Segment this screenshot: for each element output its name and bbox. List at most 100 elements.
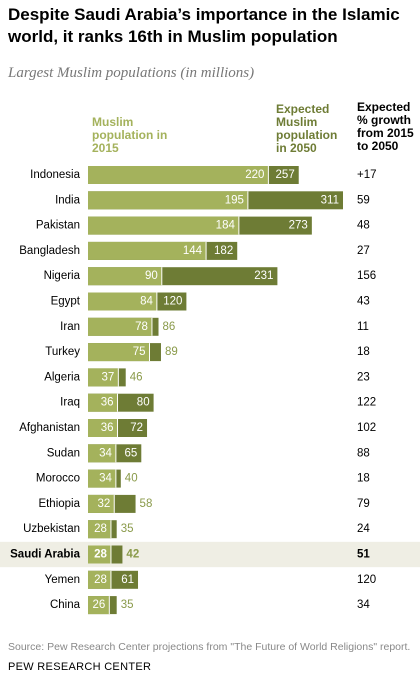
value-label: 86 — [163, 321, 176, 333]
category-label: Turkey — [45, 346, 80, 358]
value-label: 80 — [137, 397, 150, 409]
bar — [88, 545, 111, 564]
growth-label: 156 — [357, 270, 376, 282]
bar — [88, 368, 119, 387]
category-label: Uzbekistan — [23, 523, 80, 535]
value-label: 37 — [102, 371, 115, 383]
value-label: 89 — [165, 346, 178, 358]
footer: PEW RESEARCH CENTER — [8, 661, 152, 673]
category-label: Nigeria — [44, 270, 81, 282]
value-label: 35 — [121, 523, 134, 535]
value-label: 61 — [121, 574, 134, 586]
highlight-band — [0, 541, 420, 568]
value-label: 34 — [99, 447, 112, 459]
bar — [88, 393, 118, 412]
category-label: India — [55, 194, 81, 206]
bar — [88, 343, 150, 362]
value-label: 184 — [216, 220, 236, 232]
bar — [88, 494, 115, 513]
bar — [88, 191, 248, 210]
value-label: 144 — [183, 245, 203, 257]
growth-label: 59 — [357, 194, 370, 206]
value-label: 311 — [321, 194, 339, 206]
subtitle: Largest Muslim populations (in millions) — [8, 65, 255, 81]
value-label: 78 — [135, 321, 148, 333]
bar — [88, 267, 162, 286]
bar — [88, 596, 110, 615]
category-label: Egypt — [51, 296, 81, 308]
value-label: 28 — [94, 574, 107, 586]
bar — [88, 570, 111, 589]
value-label: 58 — [140, 498, 153, 510]
growth-label: 11 — [357, 321, 369, 333]
value-label: 36 — [101, 422, 114, 434]
growth-label: 120 — [357, 574, 376, 586]
value-label: 36 — [101, 397, 114, 409]
value-label: 273 — [289, 220, 308, 232]
bar — [88, 292, 157, 311]
value-label: 40 — [125, 473, 138, 485]
legend-entry: Expected Muslim population in 2050 — [276, 102, 338, 155]
category-label: Pakistan — [36, 220, 80, 232]
bar — [88, 520, 111, 539]
category-label: Yemen — [45, 574, 80, 586]
growth-label: 27 — [357, 245, 370, 257]
category-label: Morocco — [36, 473, 80, 485]
value-label: 90 — [145, 270, 158, 282]
column-header: Expected % growth from 2015 to 2050 — [357, 100, 414, 153]
value-label: 220 — [245, 169, 264, 181]
bar — [88, 444, 116, 463]
category-label: Algeria — [44, 371, 80, 383]
value-label: 84 — [140, 296, 153, 308]
growth-label: 43 — [357, 296, 370, 308]
value-label: 42 — [126, 549, 139, 561]
growth-label: 18 — [357, 473, 370, 485]
category-label: Bangladesh — [19, 245, 80, 257]
bar — [88, 469, 116, 488]
category-label: Indonesia — [30, 169, 80, 181]
category-label: Iran — [60, 321, 80, 333]
value-label: 120 — [163, 296, 182, 308]
value-label: 182 — [214, 245, 233, 257]
value-label: 75 — [133, 346, 146, 358]
bar — [88, 317, 152, 336]
value-label: 28 — [94, 523, 107, 535]
value-label: 28 — [94, 549, 107, 561]
value-label: 34 — [99, 473, 112, 485]
value-label: 231 — [254, 270, 273, 282]
bar — [88, 216, 239, 235]
source: Source: Pew Research Center projections … — [8, 641, 411, 653]
growth-label: 79 — [357, 498, 370, 510]
value-label: 65 — [124, 447, 137, 459]
growth-label: 102 — [357, 422, 376, 434]
category-label: Ethiopia — [38, 498, 80, 510]
category-label: Iraq — [60, 397, 80, 409]
value-label: 35 — [121, 599, 134, 611]
category-label: Afghanistan — [19, 422, 80, 434]
legend-entry: Muslim population in 2015 — [92, 115, 168, 155]
category-label: China — [50, 599, 81, 611]
growth-label: 51 — [357, 549, 370, 561]
value-label: 257 — [276, 169, 295, 181]
growth-label: 122 — [357, 397, 376, 409]
category-label: Saudi Arabia — [10, 549, 80, 561]
growth-label: 48 — [357, 220, 370, 232]
value-label: 26 — [93, 599, 106, 611]
growth-label: 34 — [357, 599, 370, 611]
growth-label: 18 — [357, 346, 370, 358]
growth-label: 88 — [357, 447, 370, 459]
value-label: 72 — [130, 422, 143, 434]
growth-label: 23 — [357, 371, 370, 383]
bar — [88, 166, 269, 184]
growth-label: +17 — [357, 169, 377, 181]
value-label: 46 — [130, 371, 143, 383]
value-label: 32 — [97, 498, 110, 510]
bar — [88, 241, 207, 260]
category-label: Sudan — [47, 447, 80, 459]
value-label: 195 — [225, 194, 244, 206]
bar — [88, 419, 118, 437]
chart-title: Despite Saudi Arabia’s importance in the… — [8, 5, 400, 46]
growth-label: 24 — [357, 523, 370, 535]
